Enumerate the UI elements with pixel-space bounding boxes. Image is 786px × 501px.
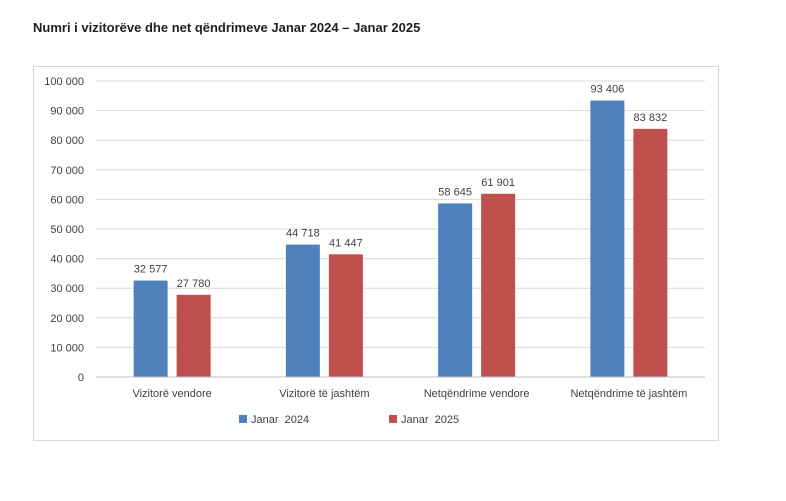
- x-category-label: Vizitorë të jashtëm: [279, 388, 369, 400]
- y-tick-label: 30 000: [50, 283, 84, 295]
- y-tick-label: 80 000: [50, 135, 84, 147]
- data-label: 41 447: [329, 237, 363, 249]
- x-category-label: Netqëndrime vendore: [424, 388, 530, 400]
- data-label: 27 780: [177, 278, 211, 290]
- legend-label: Janar 2024: [251, 414, 309, 426]
- legend-swatch: [239, 415, 247, 423]
- bar-janar-2025: [481, 193, 516, 377]
- x-category-label: Vizitorë vendore: [132, 388, 211, 400]
- y-tick-label: 70 000: [50, 165, 84, 177]
- y-tick-label: 50 000: [50, 224, 84, 236]
- data-label: 93 406: [591, 84, 625, 96]
- data-label: 58 645: [438, 186, 472, 198]
- legend-swatch: [389, 415, 397, 423]
- bar-janar-2025: [633, 128, 668, 377]
- x-category-label: Netqëndrime të jashtëm: [570, 388, 687, 400]
- bar-janar-2025: [328, 254, 363, 377]
- bar-janar-2025: [176, 294, 211, 377]
- bar-janar-2024: [133, 280, 168, 377]
- chart-frame: [33, 66, 719, 441]
- data-label: 83 832: [634, 112, 668, 124]
- y-tick-label: 20 000: [50, 313, 84, 325]
- data-label: 44 718: [286, 228, 320, 240]
- bar-janar-2024: [590, 100, 625, 377]
- data-label: 32 577: [134, 264, 168, 276]
- y-tick-label: 40 000: [50, 254, 84, 266]
- y-tick-label: 60 000: [50, 194, 84, 206]
- bar-janar-2024: [438, 203, 473, 377]
- data-label: 61 901: [481, 177, 515, 189]
- y-tick-label: 0: [78, 372, 84, 384]
- y-tick-label: 100 000: [44, 76, 84, 88]
- y-tick-label: 10 000: [50, 342, 84, 354]
- y-tick-label: 90 000: [50, 106, 84, 118]
- bar-janar-2024: [285, 244, 320, 377]
- page-title: Numri i vizitorëve dhe net qëndrimeve Ja…: [33, 20, 421, 35]
- legend-label: Janar 2025: [401, 414, 459, 426]
